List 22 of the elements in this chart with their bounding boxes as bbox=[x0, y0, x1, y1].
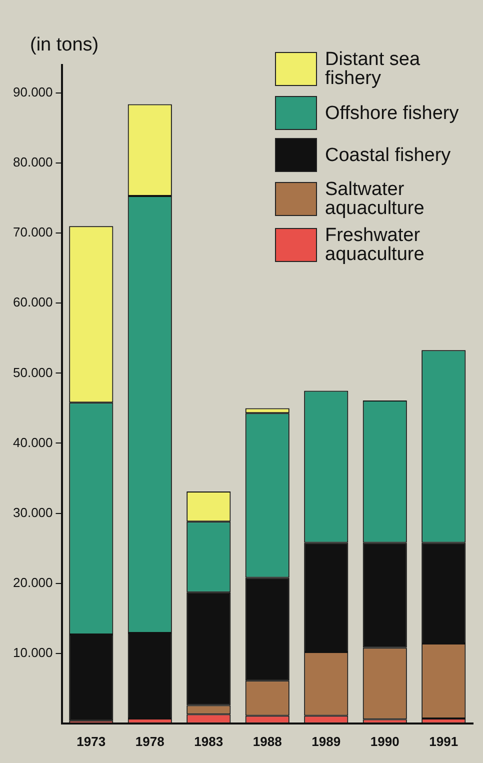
y-tick-label: 80.000 bbox=[12, 154, 53, 170]
y-tick-label: 70.000 bbox=[12, 224, 53, 240]
y-tick-label: 50.000 bbox=[12, 364, 53, 380]
y-tick-label: 10.000 bbox=[12, 644, 53, 660]
legend-label: Coastal fishery bbox=[325, 144, 451, 166]
x-tick-label: 1989 bbox=[312, 734, 341, 749]
x-tick-label: 1978 bbox=[135, 734, 164, 749]
y-tick-label: 90.000 bbox=[12, 84, 53, 100]
x-tick-label: 1983 bbox=[194, 734, 224, 749]
x-tick-label: 1991 bbox=[429, 734, 458, 749]
y-tick-label: 20.000 bbox=[12, 574, 53, 590]
x-tick-label: 1973 bbox=[76, 734, 106, 749]
y-axis-title: (in tons) bbox=[30, 34, 99, 56]
y-tick-label: 30.000 bbox=[12, 504, 53, 520]
legend-label: Freshwater aquaculture bbox=[325, 225, 426, 265]
x-tick-label: 1990 bbox=[370, 734, 400, 749]
x-tick-label: 1988 bbox=[252, 734, 282, 749]
legend-label: Saltwater aquaculture bbox=[325, 179, 426, 219]
legend-label: Offshore fishery bbox=[325, 102, 459, 124]
y-tick-label: 60.000 bbox=[12, 294, 53, 310]
legend-label: Distant sea fishery bbox=[325, 49, 422, 89]
y-tick-label: 40.000 bbox=[12, 434, 53, 450]
